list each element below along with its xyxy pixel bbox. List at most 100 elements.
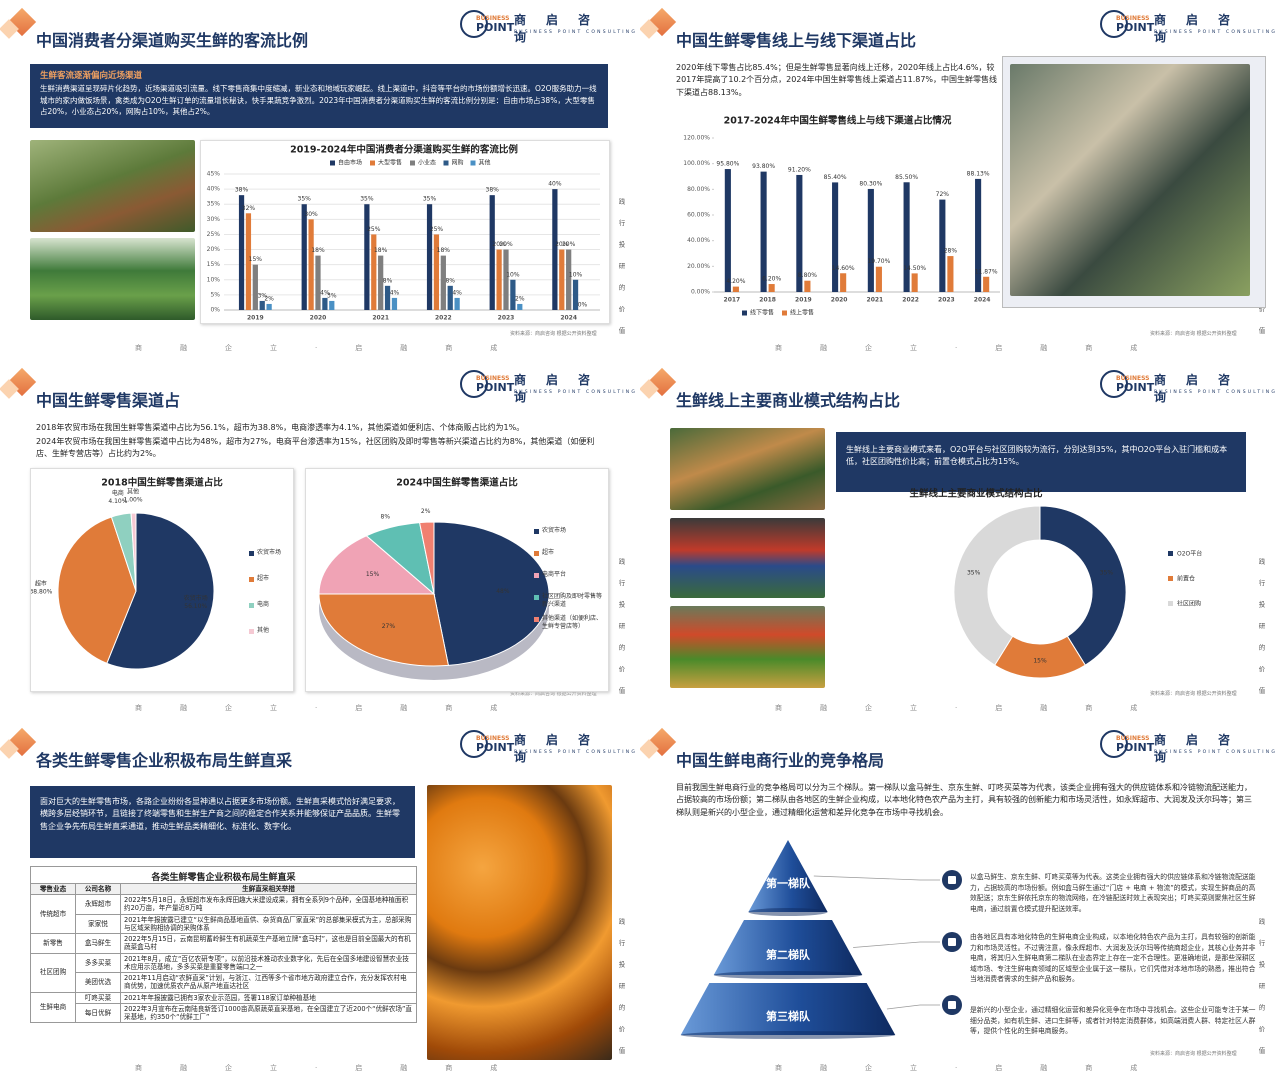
- slice-label: 4.10%: [108, 498, 127, 505]
- x-tick-label: 2023: [938, 297, 955, 304]
- brand-name: 商启咨询: [1154, 373, 1251, 404]
- photo: [30, 238, 195, 320]
- tier-label: 第一梯队: [766, 876, 811, 890]
- value-label: 3%: [327, 292, 337, 299]
- slice-label: 15%: [366, 571, 380, 578]
- icon-glyph: [948, 938, 956, 946]
- y-tick-label: 10%: [207, 276, 221, 283]
- table-cell: 传统超市: [30, 894, 76, 935]
- footer: 商融企立·启融商成: [775, 344, 1176, 352]
- brand-name: 商启咨询: [514, 373, 611, 404]
- pyramid-tier: [713, 920, 863, 975]
- logo-top: BUSINESS: [476, 375, 510, 382]
- value-label: 14.60%: [832, 265, 855, 272]
- slice-label: 1.00%: [123, 496, 142, 503]
- table-cell: 2021年年报披露已拥有3家农业示范园，签署118家订单种植基地: [120, 991, 417, 1004]
- logo: [1100, 10, 1128, 38]
- logo: [1100, 370, 1128, 398]
- logo-bottom: POINT: [1116, 381, 1155, 394]
- legend-swatch: [443, 160, 449, 166]
- donut-slice: [953, 505, 1041, 666]
- table-cell: 叮咚买菜: [75, 991, 121, 1004]
- value-label: 8%: [383, 277, 393, 284]
- legend-item: 农贸市场: [534, 527, 602, 535]
- table-header-row: 零售业态 公司名称 生鲜直采相关举措: [30, 882, 417, 896]
- legend-swatch: [1168, 551, 1173, 556]
- bar: [252, 264, 258, 310]
- bar: [559, 249, 565, 310]
- bar: [566, 249, 572, 310]
- legend-label: 其他: [257, 627, 270, 634]
- side-text: 践行投研的价值: [617, 198, 625, 349]
- table-header: 零售业态: [30, 882, 76, 896]
- table-row: 美团优选 2021年11月启动“农鲜直采”计划，与浙江、江西等多个省市地方政府建立…: [31, 972, 417, 993]
- slice-label: 35%: [1100, 570, 1114, 577]
- table-cell: 盒马鲜生: [75, 933, 121, 954]
- footer: 商融企立·启融商成: [775, 1064, 1176, 1072]
- y-tick-label: 40.00%: [687, 237, 710, 244]
- y-tick-label: 0.00%: [691, 289, 710, 296]
- pie-slice: [318, 535, 436, 595]
- legend-label: 超市: [542, 549, 555, 556]
- bar: [440, 255, 446, 310]
- brand-tagline: BUSINESS POINT CONSULTING: [514, 30, 638, 35]
- table-cell: 新零售: [30, 933, 76, 954]
- bar-chart: 2017-2024年中国生鲜零售线上与线下渠道占比情况 0.00% 20.00% 40…: [683, 115, 1000, 317]
- y-tick-label: 60.00%: [687, 212, 710, 219]
- value-label: 4%: [390, 289, 400, 296]
- value-label: 35%: [423, 196, 437, 203]
- legend-item: 电商: [249, 601, 287, 609]
- value-label: 85.40%: [824, 174, 847, 181]
- bar: [510, 279, 516, 310]
- x-tick-label: 2021: [372, 315, 389, 322]
- footer: 商融企立·启融商成: [135, 704, 536, 712]
- slice-label: 2%: [421, 508, 431, 515]
- x-tick-label: 2022: [902, 297, 919, 304]
- x-tick-label: 2020: [310, 315, 327, 322]
- brand-tagline: BUSINESS POINT CONSULTING: [514, 390, 638, 395]
- pie-slice: [130, 512, 137, 592]
- legend-label: O2O平台: [1177, 550, 1202, 558]
- y-tick-label: 45%: [207, 171, 221, 178]
- donut-chart: 生鲜线上主要商业模式结构占比 35% O2O平台 15% 前置仓 35% 社区团购: [909, 488, 1202, 679]
- legend-label: 其他: [479, 159, 491, 167]
- tier-text: 由各地区具有本地化特色的生鲜电商企业构成，以本地化特色农产品为主打，具有较强的创…: [970, 933, 1256, 984]
- legend-swatch: [330, 160, 335, 166]
- logo-bottom: POINT: [1116, 741, 1155, 754]
- y-tick-label: 80.00%: [687, 186, 710, 193]
- text: 目前我国生鲜电商行业的竞争格局可以分为三个梯队。第一梯队以盒马鲜生、京东生鲜、叮…: [676, 783, 1252, 817]
- legend-label: 前置仓: [1177, 575, 1195, 583]
- footer: 商融企立·启融商成: [775, 704, 1176, 712]
- pie-slice: [106, 512, 215, 670]
- logo: [460, 10, 488, 38]
- tier-base: [748, 908, 828, 916]
- table-cell: 2022年3月宣布在云南陆良新签订1000亩高原蔬菜直采基地，在全国建立了近20…: [120, 1002, 417, 1024]
- slide: 中国生鲜零售线上与线下渠道占比 BUSINESS POINT 商启咨询 BUSINESS…: [640, 0, 1280, 360]
- x-tick-label: 2020: [831, 297, 848, 304]
- value-label: 80.30%: [859, 180, 882, 187]
- text: 2024年农贸市场在我国生鲜零售渠道中占比为48%，超市为27%，电商平台渗透率…: [36, 437, 595, 459]
- bar: [489, 195, 495, 310]
- slide: 中国消费者分渠道购买生鲜的客流比例 BUSINESS POINT 商启咨询 BUSINE…: [0, 0, 640, 360]
- pie-slice: [318, 593, 450, 667]
- brand-name: 商启咨询: [514, 13, 611, 44]
- chart-title: 2024中国生鲜零售渠道占比: [396, 477, 518, 489]
- value-label: 30%: [304, 211, 318, 218]
- tier-base: [680, 1031, 896, 1039]
- slice-label: 27%: [382, 623, 396, 630]
- legend-swatch: [249, 603, 254, 608]
- value-label: 3%: [257, 292, 267, 299]
- bar: [266, 303, 272, 310]
- value-label: 14.50%: [903, 265, 926, 272]
- bar: [454, 297, 460, 310]
- bar: [378, 255, 384, 310]
- chart-title: 生鲜线上主要商业模式结构占比: [909, 488, 1043, 500]
- value-label: 2%: [515, 295, 525, 302]
- bar: [939, 199, 946, 292]
- table-cell: 社区团购: [30, 952, 76, 993]
- chart-box: 2024中国生鲜零售渠道占比 48% 27% 15% 8% 2% 农贸市场 超市 电商平台 社区团…: [305, 468, 609, 692]
- y-tick-label: 120.00%: [683, 135, 710, 142]
- bar: [426, 204, 433, 310]
